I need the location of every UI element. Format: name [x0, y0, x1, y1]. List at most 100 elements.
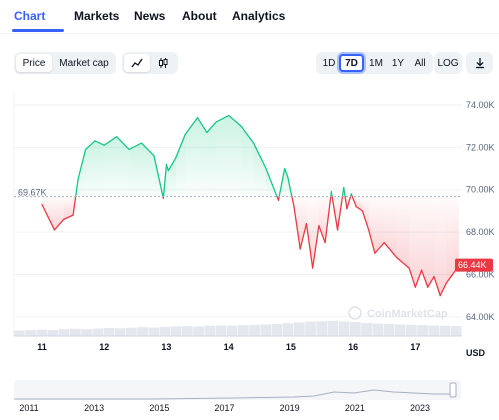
price-up-segment	[240, 125, 255, 144]
x-axis: 11 12 13 14 15 16 17	[14, 335, 462, 352]
current-price-marker: 66.44K	[455, 258, 493, 272]
price-down-segment	[427, 275, 435, 288]
price-down-segment	[336, 196, 344, 231]
price-down-area	[300, 196, 307, 250]
active-tab-indicator	[12, 29, 64, 32]
price-down-area	[396, 196, 410, 269]
volume-bar	[70, 328, 81, 336]
navigator-year-label: 2013	[84, 403, 104, 413]
range-1m-button[interactable]: 1M	[369, 57, 383, 69]
volume-bar	[103, 328, 115, 336]
price-down-segment	[351, 196, 357, 208]
range-navigator[interactable]	[14, 380, 461, 400]
price-down-segment	[299, 222, 308, 250]
tab-about[interactable]: About	[182, 9, 217, 23]
volume-bars	[14, 320, 462, 336]
tab-chart[interactable]: Chart	[14, 9, 46, 23]
price-up-segment	[165, 163, 169, 172]
price-down-area	[409, 196, 416, 288]
reference-price-label: 69.67K	[18, 188, 47, 198]
volume-bar	[170, 326, 182, 336]
download-icon	[475, 58, 484, 69]
price-down-area	[440, 196, 447, 296]
volume-bar	[14, 330, 25, 336]
volume-bar	[282, 323, 294, 336]
volume-bar	[47, 330, 59, 336]
volume-bar	[417, 325, 428, 336]
price-up-segment	[196, 117, 208, 134]
line-chart-icon	[131, 58, 143, 68]
volume-bar	[294, 322, 305, 336]
navigator-year-label: 2015	[149, 403, 169, 413]
price-down-segment	[344, 196, 348, 210]
navigator-sparkline	[14, 382, 457, 400]
price-up-segment	[75, 178, 79, 198]
range-1y-button[interactable]: 1Y	[391, 57, 405, 69]
volume-bar	[25, 329, 36, 336]
volume-bar	[260, 324, 272, 336]
tab-news[interactable]: News	[134, 9, 166, 23]
volume-bar	[394, 324, 406, 336]
price-down-segment	[72, 196, 77, 216]
volume-bar	[226, 325, 238, 336]
range-1d-button[interactable]: 1D	[322, 57, 336, 69]
line-chart-button[interactable]	[124, 54, 150, 72]
chart-type-toggle: Price Market cap	[14, 52, 116, 74]
price-up-segment	[175, 133, 186, 159]
price-up-area	[94, 140, 105, 197]
navigator-year-label: 2017	[214, 403, 234, 413]
current-price-label: 66.44K	[458, 260, 487, 270]
volume-bar	[383, 324, 395, 336]
download-button[interactable]	[468, 54, 491, 72]
volume-bar	[428, 325, 440, 336]
price-down-segment	[408, 267, 416, 288]
price-up-segment	[162, 163, 168, 198]
price-up-segment	[206, 121, 217, 134]
log-button[interactable]: LOG	[437, 57, 459, 69]
price-up-area	[228, 115, 242, 197]
price-down-segment	[414, 269, 423, 288]
price-up-segment	[103, 136, 118, 146]
range-7d-button[interactable]: 7D	[339, 54, 364, 72]
market-cap-button[interactable]: Market cap	[59, 57, 109, 69]
y-tick-label: 64.00K	[466, 312, 495, 322]
price-up-segment	[287, 176, 293, 198]
price-down-segment	[291, 196, 295, 208]
tab-markets[interactable]: Markets	[74, 9, 120, 23]
price-down-segment	[396, 256, 410, 269]
price-down-segment	[374, 242, 385, 254]
navigator-handle[interactable]	[449, 382, 457, 398]
price-down-segment	[293, 205, 301, 250]
navigator-year-axis: 2011 2013 2015 2017 2019 2021 2023	[19, 403, 430, 413]
price-up-segment	[252, 142, 267, 170]
price-down-area	[362, 196, 369, 230]
range-all-button[interactable]: All	[414, 57, 426, 69]
tab-bar: Chart Markets News About Analytics	[0, 0, 499, 34]
price-up-area	[197, 117, 207, 197]
candlestick-button[interactable]	[150, 54, 176, 72]
chart-view-toggle	[122, 52, 178, 74]
price-down-area	[452, 196, 459, 275]
watermark: CoinMarketCap	[348, 306, 448, 320]
price-down-area	[368, 196, 375, 254]
price-up-area	[241, 126, 254, 197]
price-down-area	[421, 196, 428, 288]
volume-bar	[159, 326, 171, 336]
price-up-segment	[343, 186, 346, 198]
price-button[interactable]: Price	[16, 54, 52, 72]
volume-bar	[137, 327, 148, 336]
price-line	[41, 114, 460, 297]
navigator-year-label: 2021	[345, 403, 365, 413]
price-down-segment	[368, 229, 376, 254]
volume-bar	[249, 324, 260, 336]
price-down-segment	[439, 282, 448, 297]
time-range-selector: 1D 7D 1M 1Y All	[316, 52, 433, 74]
volume-bar	[92, 328, 104, 336]
volume-bar	[338, 321, 350, 336]
x-tick-label: 13	[161, 342, 171, 352]
price-chart[interactable]: CoinMarketCap 69.67K 74.00K 72.00K 70.00K 6…	[0, 88, 499, 378]
price-down-segment	[305, 222, 314, 269]
tab-analytics[interactable]: Analytics	[232, 9, 286, 23]
x-tick-label: 17	[410, 342, 420, 352]
currency-unit-label: USD	[466, 348, 486, 358]
